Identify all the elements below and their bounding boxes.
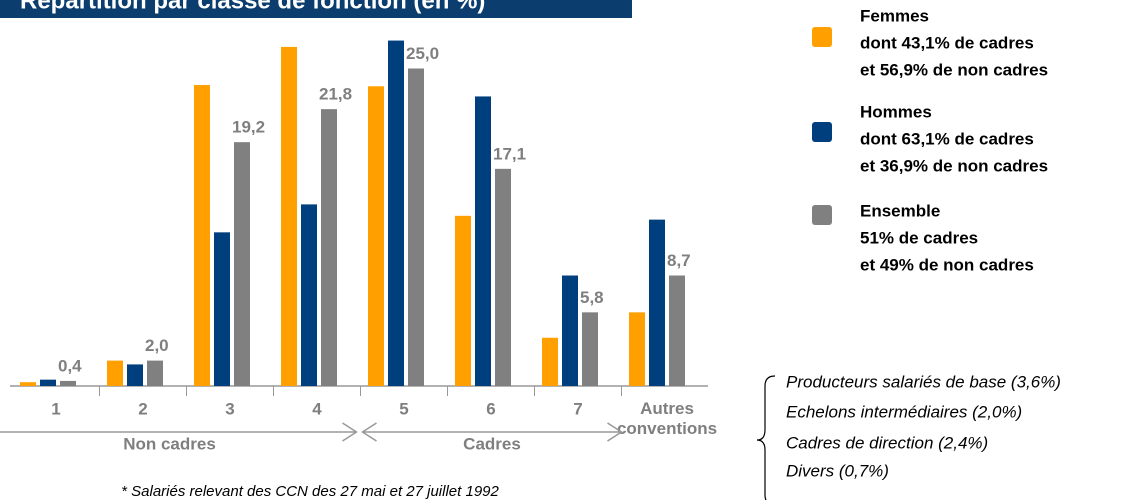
bar xyxy=(669,275,685,386)
x-tick-label: Autres conventions xyxy=(617,399,717,438)
bar xyxy=(40,379,56,386)
legend-description: et 56,9% de non cadres xyxy=(860,60,1048,79)
bar xyxy=(301,204,317,386)
chart-title: Répartition par classe de fonction (en %… xyxy=(20,0,485,14)
x-tick-label: 7 xyxy=(573,399,582,418)
legend-swatch xyxy=(812,122,832,142)
bar xyxy=(582,312,598,386)
bar xyxy=(20,382,36,386)
bar xyxy=(60,380,76,386)
value-label: 17,1 xyxy=(493,144,526,163)
bar xyxy=(107,360,123,386)
x-tick-label-line: Autres xyxy=(640,399,694,418)
bar xyxy=(388,40,404,387)
bar xyxy=(455,215,471,386)
bar xyxy=(562,275,578,386)
value-label: 19,2 xyxy=(232,118,265,137)
bar xyxy=(475,96,491,386)
group-label: Non cadres xyxy=(123,434,216,453)
bar xyxy=(127,364,143,386)
footnote: * Salariés relevant des CCN des 27 mai e… xyxy=(121,483,499,500)
bar xyxy=(321,109,337,386)
group-label: Cadres xyxy=(463,434,521,453)
annotation: Cadres de direction (2,4%) xyxy=(786,433,988,452)
x-tick-label: 3 xyxy=(225,399,234,418)
bar xyxy=(495,168,511,386)
brace xyxy=(756,375,776,500)
bar xyxy=(281,46,297,386)
legend-description: 51% de cadres xyxy=(860,228,978,247)
value-label: 0,4 xyxy=(58,356,82,375)
x-tick-label: 1 xyxy=(51,399,60,418)
bar xyxy=(368,86,384,386)
annotation: Producteurs salariés de base (3,6%) xyxy=(786,372,1061,391)
value-label: 8,7 xyxy=(667,251,691,270)
legend-swatch xyxy=(812,27,832,47)
value-label: 21,8 xyxy=(319,85,352,104)
value-label: 5,8 xyxy=(580,288,604,307)
bar xyxy=(629,312,645,386)
bar xyxy=(147,360,163,386)
legend-swatch xyxy=(812,205,832,225)
legend-description: dont 43,1% de cadres xyxy=(860,33,1034,52)
bar xyxy=(649,219,665,386)
bar xyxy=(194,85,210,386)
bar xyxy=(214,232,230,386)
x-tick-label: 2 xyxy=(138,399,147,418)
bar xyxy=(234,142,250,386)
group-arrow xyxy=(0,422,358,442)
bar xyxy=(542,337,558,386)
value-label: 2,0 xyxy=(145,336,169,355)
legend-label: Hommes xyxy=(860,102,932,121)
legend-description: et 49% de non cadres xyxy=(860,255,1034,274)
x-tick-label: 4 xyxy=(312,399,322,418)
group-arrow xyxy=(361,422,623,442)
legend-description: dont 63,1% de cadres xyxy=(860,129,1034,148)
annotation: Divers (0,7%) xyxy=(786,461,889,480)
legend-label: Ensemble xyxy=(860,201,940,220)
x-tick-label-line: conventions xyxy=(617,419,717,438)
x-tick-label: 5 xyxy=(399,399,408,418)
annotation: Echelons intermédiaires (2,0%) xyxy=(786,402,1022,421)
bar xyxy=(408,68,424,386)
legend-description: et 36,9% de non cadres xyxy=(860,156,1048,175)
value-label: 25,0 xyxy=(406,44,439,63)
legend-label: Femmes xyxy=(860,6,929,25)
title-box xyxy=(0,0,632,18)
x-tick-label: 6 xyxy=(486,399,495,418)
